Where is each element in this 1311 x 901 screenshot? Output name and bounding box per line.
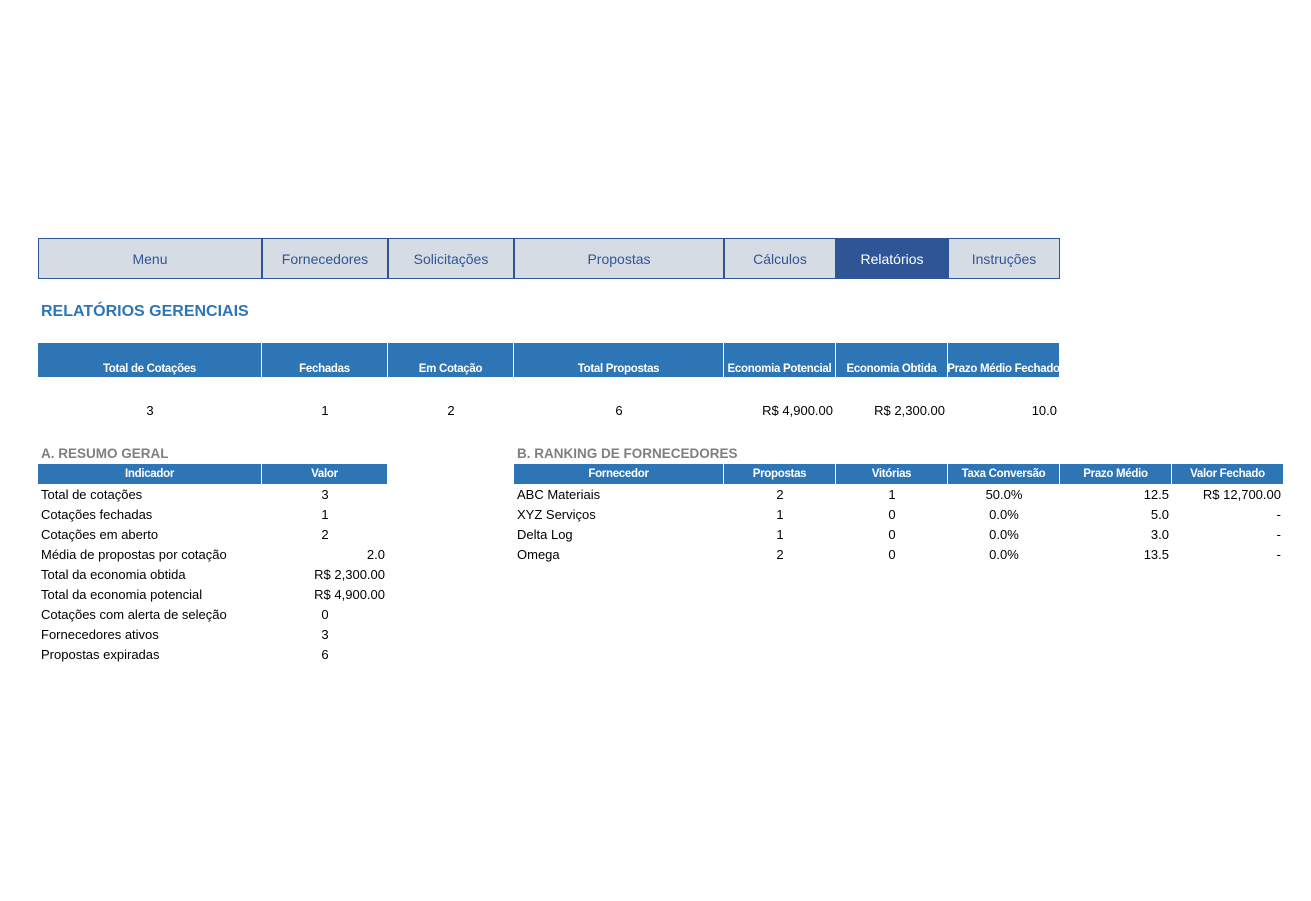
table-cell: -: [1276, 526, 1281, 542]
nav-tab[interactable]: Cálculos: [724, 238, 836, 279]
section-title: B. RANKING DE FORNECEDORES: [517, 445, 738, 461]
kpi-value: R$ 2,300.00: [874, 402, 945, 418]
table-cell: 6: [321, 647, 329, 663]
table-cell: 0.0%: [989, 526, 1019, 542]
nav-tab[interactable]: Propostas: [514, 238, 724, 279]
table-cell: 5.0: [1150, 506, 1169, 522]
table-cell: 0: [888, 546, 896, 562]
table-cell: 50.0%: [985, 486, 1023, 502]
kpi-header: Economia Potencial: [724, 343, 836, 377]
table-header: Prazo Médio: [1060, 464, 1172, 484]
table-cell: 1: [776, 506, 784, 522]
table-cell: 0: [321, 607, 329, 623]
table-cell: Fornecedores ativos: [41, 627, 159, 643]
kpi-header: Fechadas: [262, 343, 388, 377]
table-cell: -: [1276, 506, 1281, 522]
table-cell: 0: [888, 526, 896, 542]
nav-tab[interactable]: Menu: [38, 238, 262, 279]
kpi-value: 6: [615, 402, 623, 418]
table-cell: 12.5: [1143, 486, 1169, 502]
table-cell: Delta Log: [517, 526, 573, 542]
table-header: Fornecedor: [514, 464, 724, 484]
nav-tab[interactable]: Fornecedores: [262, 238, 388, 279]
nav-tab[interactable]: Relatórios: [836, 238, 948, 279]
kpi-value: 10.0: [1031, 402, 1057, 418]
table-header: Taxa Conversão: [948, 464, 1060, 484]
table-header: Propostas: [724, 464, 836, 484]
table-cell: R$ 12,700.00: [1202, 486, 1281, 502]
table-cell: 1: [776, 526, 784, 542]
table-header: Indicador: [38, 464, 262, 484]
table-cell: Cotações com alerta de seleção: [41, 607, 227, 623]
nav-tab[interactable]: Instruções: [948, 238, 1060, 279]
table-cell: Cotações fechadas: [41, 506, 153, 522]
table-cell: 0.0%: [989, 506, 1019, 522]
table-cell: R$ 2,300.00: [314, 566, 385, 582]
nav-tab[interactable]: Solicitações: [388, 238, 514, 279]
table-cell: Cotações em aberto: [41, 526, 159, 542]
table-cell: ABC Materiais: [517, 486, 601, 502]
table-cell: Média de propostas por cotação: [41, 546, 227, 562]
table-cell: Total de cotações: [41, 486, 143, 502]
table-cell: 1: [321, 506, 329, 522]
table-cell: Propostas expiradas: [41, 647, 160, 663]
table-cell: 3: [321, 627, 329, 643]
table-header: Vitórias: [836, 464, 948, 484]
table-cell: 0.0%: [989, 546, 1019, 562]
table-cell: XYZ Serviços: [517, 506, 596, 522]
kpi-value: R$ 4,900.00: [762, 402, 833, 418]
table-cell: Total da economia potencial: [41, 587, 203, 602]
page-title: RELATÓRIOS GERENCIAIS: [41, 303, 249, 320]
table-cell: 13.5: [1143, 546, 1169, 562]
kpi-header: Prazo Médio Fechado: [948, 343, 1060, 377]
table-cell: 3: [321, 486, 329, 502]
kpi-value: 3: [146, 402, 154, 418]
table-cell: Omega: [517, 546, 560, 562]
kpi-value: 1: [321, 402, 329, 418]
table-cell: 2.0: [366, 546, 385, 562]
table-cell: 3.0: [1150, 526, 1169, 542]
kpi-header: Economia Obtida: [836, 343, 948, 377]
table-cell: 0: [888, 506, 896, 522]
kpi-header: Total de Cotações: [38, 343, 262, 377]
table-cell: Total da economia obtida: [41, 566, 186, 582]
table-cell: -: [1276, 546, 1281, 562]
table-cell: 2: [776, 546, 784, 562]
section-title: A. RESUMO GERAL: [41, 445, 169, 461]
table-cell: 1: [888, 486, 896, 502]
table-cell: 2: [776, 486, 784, 502]
table-header: Valor: [262, 464, 388, 484]
table-cell: 2: [321, 526, 329, 542]
kpi-header: Total Propostas: [514, 343, 724, 377]
kpi-value: 2: [447, 402, 455, 418]
table-cell: R$ 4,900.00: [314, 587, 385, 602]
table-header: Valor Fechado: [1172, 464, 1284, 484]
kpi-header: Em Cotação: [388, 343, 514, 377]
